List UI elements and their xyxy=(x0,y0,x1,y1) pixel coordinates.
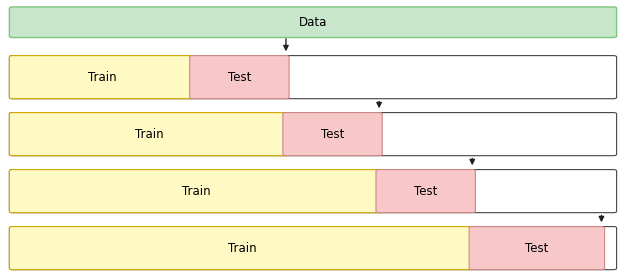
Text: Test: Test xyxy=(525,242,548,255)
FancyBboxPatch shape xyxy=(9,227,475,270)
FancyBboxPatch shape xyxy=(376,170,475,213)
Text: Data: Data xyxy=(299,16,327,29)
Text: Train: Train xyxy=(182,185,210,198)
FancyBboxPatch shape xyxy=(9,170,617,213)
Text: Test: Test xyxy=(321,128,344,141)
FancyBboxPatch shape xyxy=(9,227,617,270)
FancyBboxPatch shape xyxy=(9,56,196,99)
Text: Test: Test xyxy=(414,185,438,198)
FancyBboxPatch shape xyxy=(9,113,617,156)
Text: Train: Train xyxy=(88,71,117,84)
FancyBboxPatch shape xyxy=(9,170,382,213)
Text: Test: Test xyxy=(228,71,251,84)
FancyBboxPatch shape xyxy=(9,7,617,38)
FancyBboxPatch shape xyxy=(9,113,289,156)
FancyBboxPatch shape xyxy=(190,56,289,99)
FancyBboxPatch shape xyxy=(283,113,382,156)
FancyBboxPatch shape xyxy=(9,56,617,99)
Text: Train: Train xyxy=(228,242,257,255)
Text: Train: Train xyxy=(135,128,163,141)
FancyBboxPatch shape xyxy=(469,227,605,270)
